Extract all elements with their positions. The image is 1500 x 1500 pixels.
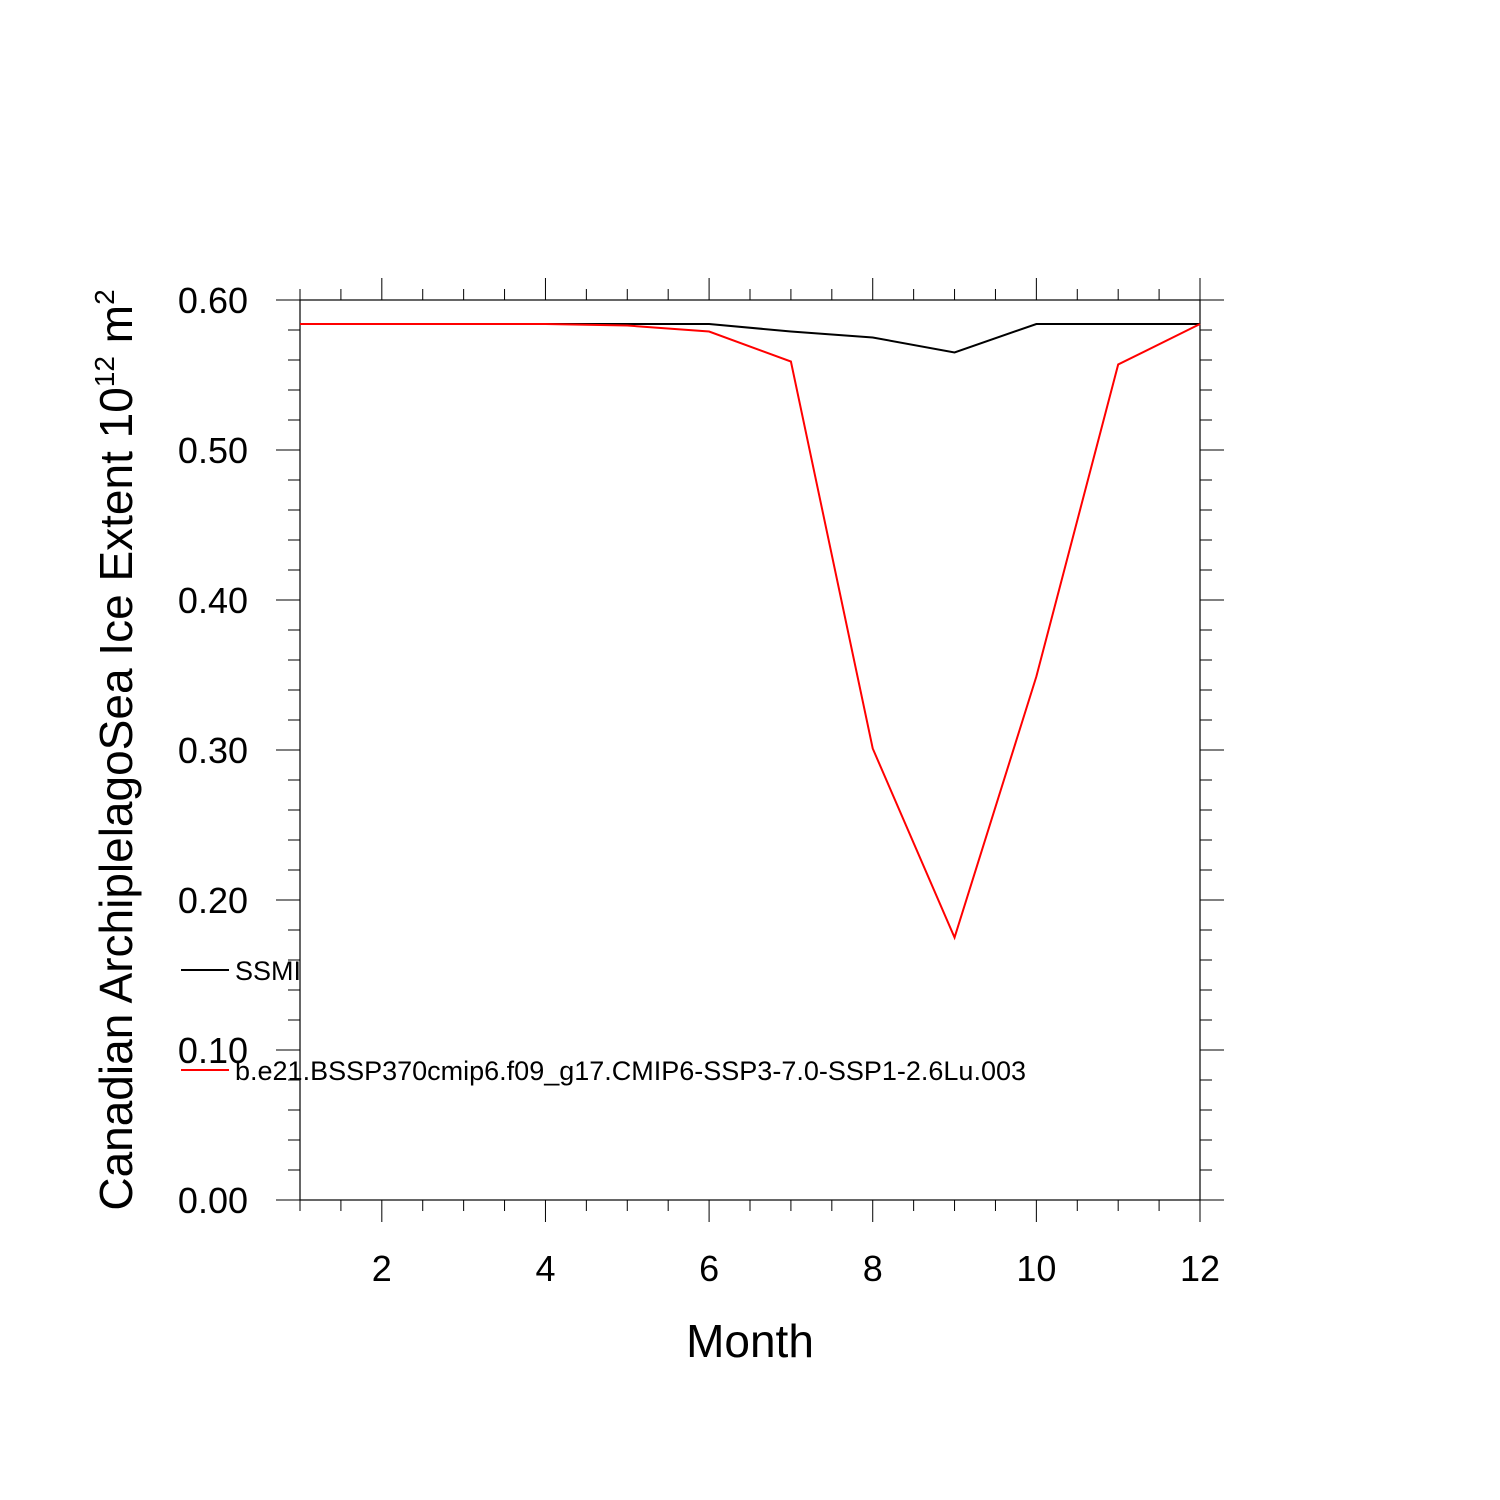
x-tick-label: 10 [1016, 1248, 1056, 1289]
y-tick-label: 0.60 [178, 280, 248, 321]
legend: SSMI b.e21.BSSP370cmip6.f09_g17.CMIP6-SSP… [181, 956, 1026, 1086]
y-axis-title-unit: m [90, 305, 142, 356]
y-axis-title-exponent: 12 [89, 356, 120, 387]
y-tick-label: 0.40 [178, 580, 248, 621]
x-tick-label: 2 [372, 1248, 392, 1289]
series-line-2 [300, 323, 1201, 941]
y-axis-title-unit-exponent: 2 [89, 289, 120, 305]
y-tick-label: 0.50 [178, 430, 248, 471]
y-tick-label: 0.10 [178, 1030, 248, 1071]
tick-labels: 2 4 6 8 10 12 0.00 0.10 0.20 0.30 0.40 0.50 0.60 [178, 280, 1220, 1289]
legend-label-1: SSMI [235, 956, 301, 986]
y-tick-label: 0.00 [178, 1180, 248, 1221]
x-tick-label: 8 [863, 1248, 883, 1289]
legend-label-2: b.e21.BSSP370cmip6.f09_g17.CMIP6-SSP3-7.… [235, 1056, 1026, 1086]
x-tick-label: 4 [535, 1248, 555, 1289]
y-axis-title-main: Canadian ArchiplelagoSea Ice Extent 10 [90, 387, 142, 1210]
axis-ticks [276, 278, 1224, 1222]
x-tick-label: 6 [699, 1248, 719, 1289]
series-lines [300, 323, 1201, 941]
x-axis-title: Month [686, 1315, 814, 1367]
y-tick-label: 0.30 [178, 730, 248, 771]
y-axis-title: Canadian ArchiplelagoSea Ice Extent 1012… [89, 289, 142, 1210]
series-line-1 [300, 323, 1200, 354]
y-tick-label: 0.20 [178, 880, 248, 921]
x-tick-label: 12 [1180, 1248, 1220, 1289]
